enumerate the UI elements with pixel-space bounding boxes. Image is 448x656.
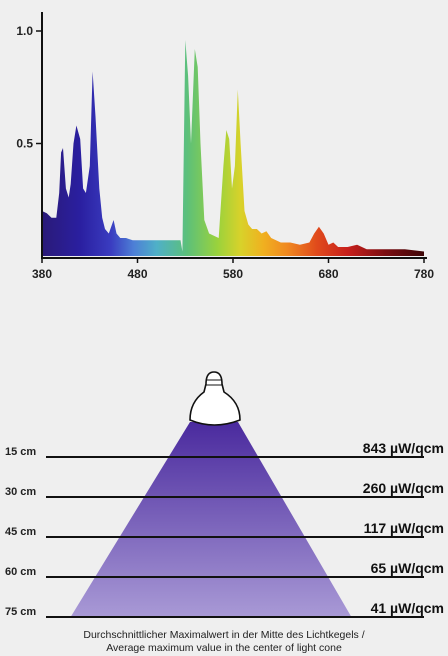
caption-line-1: Durchschnittlicher Maximalwert in der Mi… xyxy=(83,629,365,641)
lamp-icon xyxy=(189,371,241,426)
intensity-label: 843 µW/qcm xyxy=(363,440,444,456)
intensity-label: 260 µW/qcm xyxy=(363,480,444,496)
spectrum-y-ticks: 1.0 0.5 xyxy=(16,24,42,151)
x-tick-label: 480 xyxy=(127,267,147,281)
distance-label: 60 cm xyxy=(5,566,36,578)
x-tick-label: 580 xyxy=(223,267,243,281)
intensity-label: 65 µW/qcm xyxy=(371,560,444,576)
x-tick-label: 780 xyxy=(414,267,434,281)
distance-label: 15 cm xyxy=(5,446,36,458)
x-tick-label: 380 xyxy=(32,267,52,281)
distance-label: 75 cm xyxy=(5,606,36,618)
intensity-label: 41 µW/qcm xyxy=(371,600,444,616)
distance-label: 30 cm xyxy=(5,486,36,498)
intensity-label: 117 µW/qcm xyxy=(364,520,444,536)
spectrum-area xyxy=(42,40,424,256)
caption-line-2: Average maximum value in the center of l… xyxy=(106,642,342,654)
light-cone xyxy=(70,422,352,618)
spectrum-chart: 380 480 580 680 780 1.0 0.5 xyxy=(16,12,434,281)
distance-label: 45 cm xyxy=(5,526,36,538)
y-tick-label: 1.0 xyxy=(16,24,33,38)
distance-levels: 15 cm 843 µW/qcm 30 cm 260 µW/qcm 45 cm 117 µ… xyxy=(5,440,444,618)
spectrum-x-ticks: 380 480 580 680 780 xyxy=(32,258,434,281)
x-tick-label: 680 xyxy=(318,267,338,281)
y-tick-label: 0.5 xyxy=(16,137,33,151)
